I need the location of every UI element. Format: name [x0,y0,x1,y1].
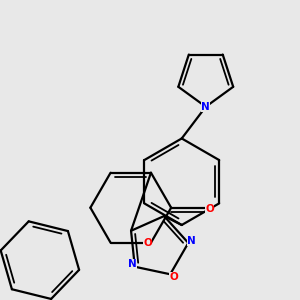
Text: O: O [169,272,178,282]
Text: N: N [201,102,210,112]
Text: O: O [205,204,214,214]
Text: O: O [143,238,152,248]
Text: N: N [188,236,196,247]
Text: N: N [128,260,137,269]
